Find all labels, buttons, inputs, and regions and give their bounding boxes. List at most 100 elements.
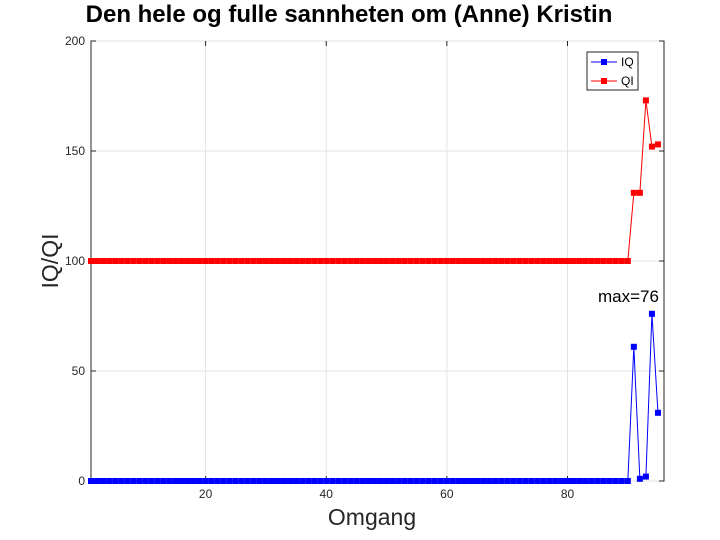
series-qi-point bbox=[190, 258, 197, 264]
series-qi-point bbox=[244, 258, 251, 264]
series-iq-point bbox=[467, 478, 474, 484]
series-iq-point bbox=[600, 478, 607, 484]
series-qi-point bbox=[359, 258, 366, 264]
series-iq-point bbox=[130, 478, 137, 484]
y-tick-label: 200 bbox=[65, 34, 85, 48]
series-iq-point bbox=[220, 478, 227, 484]
series-qi-point bbox=[474, 258, 481, 264]
series-qi-point bbox=[516, 258, 523, 264]
series-qi-point bbox=[546, 258, 553, 264]
y-tick-label: 100 bbox=[65, 254, 85, 268]
series-qi-point bbox=[564, 258, 571, 264]
series-qi-point bbox=[455, 258, 462, 264]
series-qi-point bbox=[588, 258, 595, 264]
series-qi-point bbox=[311, 258, 318, 264]
series-iq-point bbox=[178, 478, 185, 484]
series-iq-point bbox=[504, 478, 511, 484]
series-qi-point bbox=[461, 258, 468, 264]
series-qi-point bbox=[329, 258, 336, 264]
series-iq-point bbox=[244, 478, 251, 484]
series-iq-point bbox=[335, 478, 342, 484]
series-qi-point bbox=[437, 258, 444, 264]
series-qi-point bbox=[226, 258, 233, 264]
series-iq-point bbox=[202, 478, 209, 484]
series-qi-point bbox=[160, 258, 167, 264]
series-qi-point bbox=[612, 258, 619, 264]
series-iq-point bbox=[365, 478, 372, 484]
series-qi-point bbox=[606, 258, 613, 264]
series-qi-point bbox=[232, 258, 239, 264]
series-iq-point bbox=[486, 478, 493, 484]
legend-qi-marker bbox=[601, 78, 607, 84]
series-iq-point bbox=[256, 478, 263, 484]
series-iq-point bbox=[154, 478, 161, 484]
series-qi-point bbox=[262, 258, 269, 264]
series-iq-point bbox=[612, 478, 619, 484]
y-tick-label: 150 bbox=[65, 144, 85, 158]
series-iq-point bbox=[516, 478, 523, 484]
series-qi-point bbox=[654, 141, 661, 148]
series-qi-point bbox=[250, 258, 257, 264]
series-qi-point bbox=[510, 258, 517, 264]
series-qi-point bbox=[287, 258, 294, 264]
series-qi-point bbox=[130, 258, 137, 264]
series-iq-point bbox=[226, 478, 233, 484]
series-qi-point bbox=[395, 258, 402, 264]
series-qi-point bbox=[94, 258, 101, 264]
series-iq-point bbox=[160, 478, 167, 484]
series-iq-point bbox=[552, 478, 559, 484]
series-qi-point bbox=[377, 258, 384, 264]
series-iq-point bbox=[305, 478, 312, 484]
series-iq-point bbox=[654, 409, 661, 416]
series-qi-point bbox=[642, 97, 649, 104]
series-iq-point bbox=[172, 478, 179, 484]
series-iq-point bbox=[148, 478, 155, 484]
series-qi-point bbox=[268, 258, 275, 264]
series-iq-point bbox=[262, 478, 269, 484]
series-iq-point bbox=[371, 478, 378, 484]
series-iq-point bbox=[425, 478, 432, 484]
series-iq-point bbox=[94, 478, 101, 484]
series-qi-point bbox=[365, 258, 372, 264]
series-iq-point bbox=[474, 478, 481, 484]
y-tick-label: 0 bbox=[78, 474, 85, 488]
series-iq-point bbox=[618, 478, 625, 484]
series-iq-point bbox=[534, 478, 541, 484]
series-qi-point bbox=[492, 258, 499, 264]
series-iq-point bbox=[383, 478, 390, 484]
legend-iq-marker bbox=[601, 59, 607, 65]
plot-area: 20 40 60 80 0 50 100 150 200 bbox=[65, 34, 665, 501]
series-iq-point bbox=[250, 478, 257, 484]
series-qi-point bbox=[100, 258, 107, 264]
series-qi-point bbox=[413, 258, 420, 264]
y-axis-label: IQ/QI bbox=[37, 234, 63, 289]
series-qi-point bbox=[305, 258, 312, 264]
series-qi-point bbox=[154, 258, 161, 264]
series-iq-point bbox=[88, 478, 94, 484]
max-annotation: max=76 bbox=[598, 287, 659, 306]
x-tick-label: 40 bbox=[320, 487, 334, 501]
series-qi-point bbox=[419, 258, 426, 264]
series-iq-point bbox=[522, 478, 529, 484]
series-qi-point bbox=[148, 258, 155, 264]
series-qi-point bbox=[648, 143, 655, 150]
series-iq-point bbox=[353, 478, 360, 484]
legend-qi-label: QI bbox=[621, 74, 634, 88]
series-qi-point bbox=[202, 258, 209, 264]
series-qi-point bbox=[208, 258, 215, 264]
series-qi-point bbox=[389, 258, 396, 264]
series-iq-point bbox=[359, 478, 366, 484]
axis-ticks: 20 40 60 80 0 50 100 150 200 bbox=[65, 34, 664, 501]
series-iq-point bbox=[196, 478, 203, 484]
series-qi-point bbox=[528, 258, 535, 264]
series-iq-point bbox=[100, 478, 107, 484]
series-qi-point bbox=[449, 258, 456, 264]
series-iq-point bbox=[588, 478, 595, 484]
legend-box bbox=[586, 51, 639, 91]
series-qi-point bbox=[341, 258, 348, 264]
series-qi-point bbox=[214, 258, 221, 264]
series-qi-point bbox=[371, 258, 378, 264]
series-qi-point bbox=[347, 258, 354, 264]
series-iq-point bbox=[594, 478, 601, 484]
series-iq-point bbox=[317, 478, 324, 484]
